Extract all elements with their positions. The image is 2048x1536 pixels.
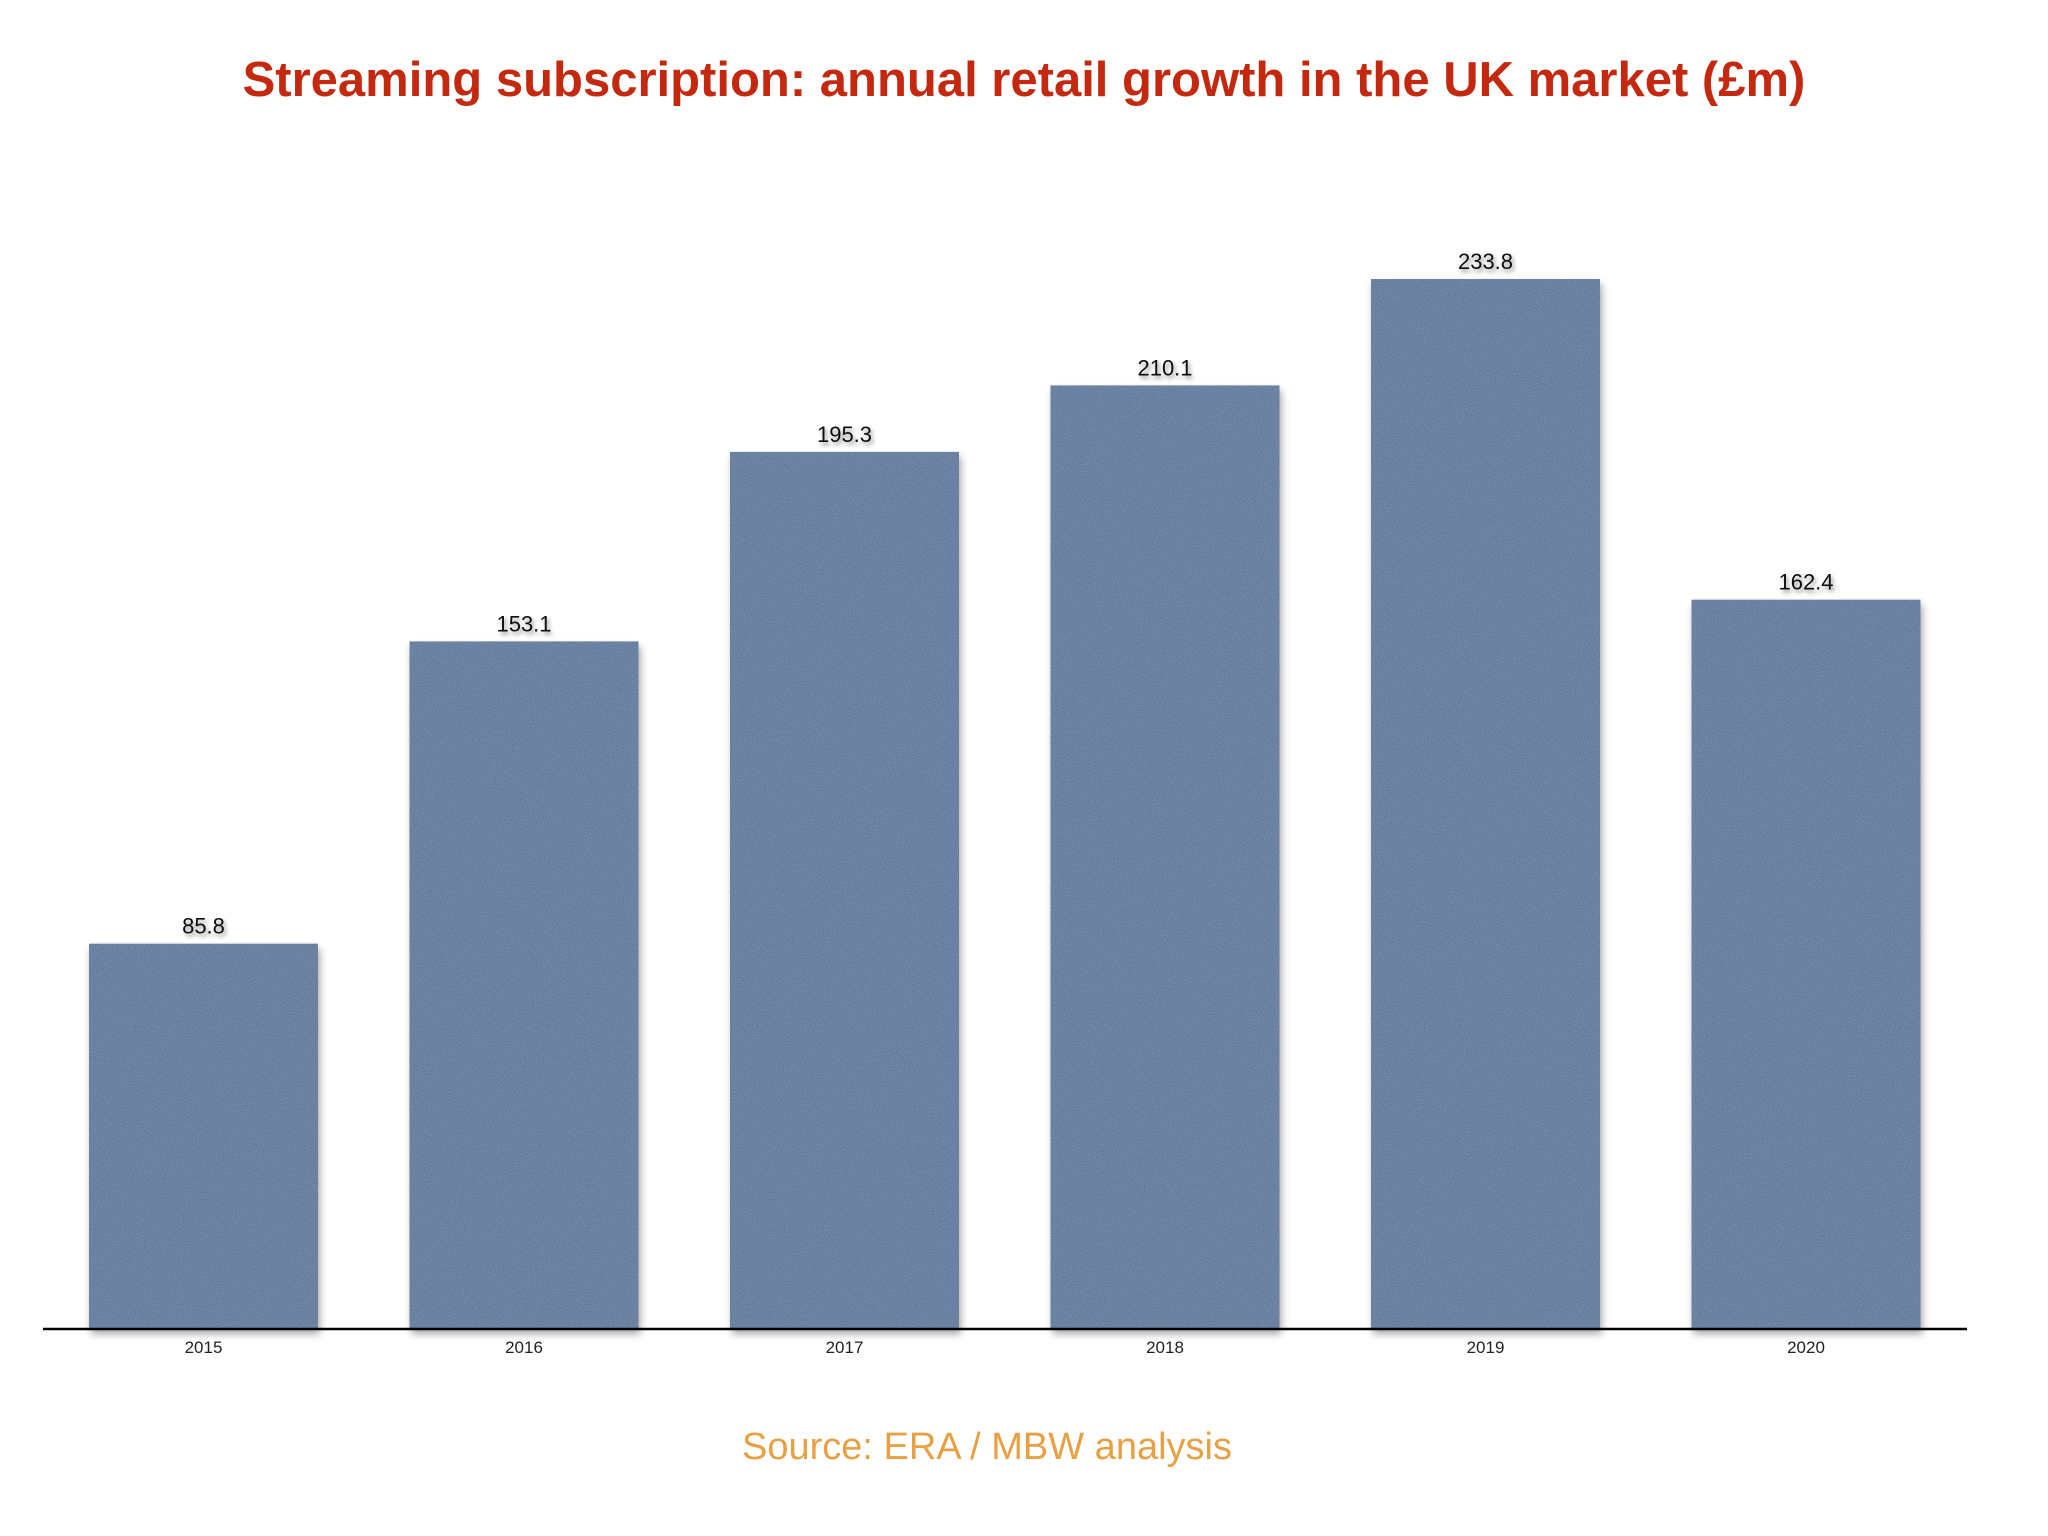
bar-wrapper-2020 xyxy=(1691,599,1921,1329)
bar-wrapper-2016 xyxy=(409,641,639,1329)
value-label-2019: 233.8 xyxy=(1458,249,1513,274)
x-tick-labels-group: 2015 2016 2017 2018 2019 2020 xyxy=(185,1338,1825,1357)
bar-2015 xyxy=(89,943,318,1329)
x-tick-label-2015: 2015 xyxy=(185,1338,223,1357)
bar-2016 xyxy=(409,641,639,1329)
value-label-2020: 162.4 xyxy=(1778,570,1833,595)
bar-2017 xyxy=(730,451,959,1329)
bars-group xyxy=(89,279,1921,1329)
value-label-2018: 210.1 xyxy=(1137,355,1192,380)
bar-wrapper-2018 xyxy=(1050,385,1280,1329)
bar-2019 xyxy=(1371,279,1600,1329)
value-label-2015: 85.8 xyxy=(182,914,225,939)
source-note: Source: ERA / MBW analysis xyxy=(742,1426,1232,1468)
value-label-2017: 195.3 xyxy=(817,422,872,447)
bar-wrapper-2019 xyxy=(1371,279,1600,1329)
chart-title: Streaming subscription: annual retail gr… xyxy=(242,53,1806,107)
bar-wrapper-2015 xyxy=(89,943,318,1329)
bar-2020 xyxy=(1691,599,1921,1329)
x-tick-label-2016: 2016 xyxy=(505,1338,543,1357)
x-tick-label-2018: 2018 xyxy=(1146,1338,1184,1357)
x-tick-label-2019: 2019 xyxy=(1467,1338,1505,1357)
x-tick-label-2017: 2017 xyxy=(826,1338,864,1357)
bar-wrapper-2017 xyxy=(730,451,959,1329)
bar-2018 xyxy=(1050,385,1280,1329)
value-labels-group: 85.8 153.1 195.3 210.1 233.8 162.4 xyxy=(182,249,1833,939)
x-tick-label-2020: 2020 xyxy=(1787,1338,1825,1357)
value-label-2016: 153.1 xyxy=(496,611,551,636)
